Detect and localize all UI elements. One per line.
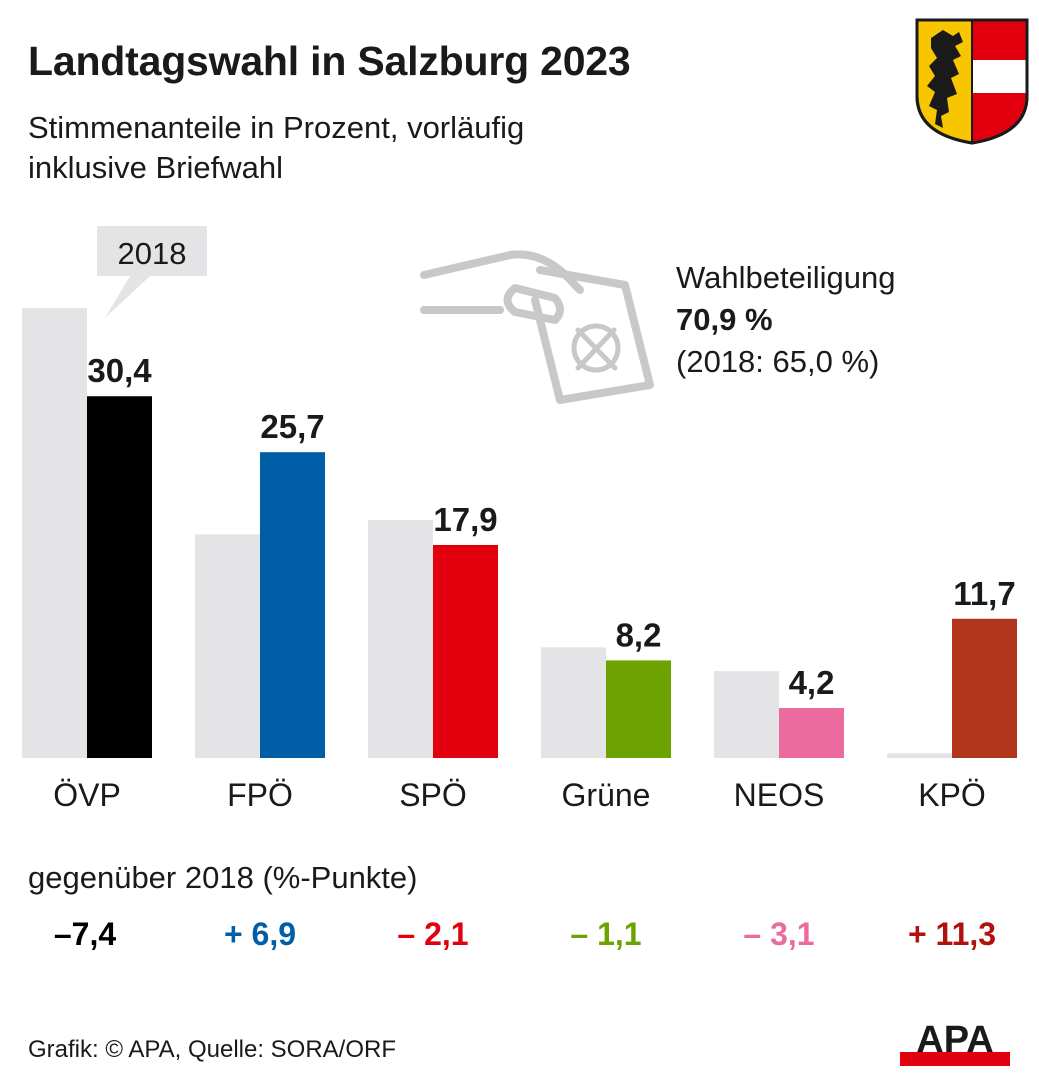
- value-label-3: 8,2: [616, 616, 662, 653]
- subtitle-line-1: Stimmenanteile in Prozent, vorläufig: [28, 110, 525, 145]
- change-value-5: + 11,3: [907, 916, 997, 952]
- change-value-2: – 2,1: [397, 916, 469, 952]
- bar-2018-5: [887, 753, 952, 758]
- change-value-1: + 6,9: [223, 916, 297, 952]
- value-label-2: 17,9: [433, 501, 497, 538]
- salzburg-coat-of-arms-logo: [915, 18, 1029, 145]
- legend-2018-callout: [97, 226, 207, 276]
- bar-2018-3: [541, 647, 606, 758]
- bar-2023-2: [433, 544, 498, 758]
- changes-title: gegenüber 2018 (%-Punkte): [28, 860, 418, 895]
- chart-subtitle: Stimmenanteile in Prozent, vorläufig ink…: [28, 108, 728, 188]
- change-value-4: – 3,1: [743, 916, 815, 952]
- category-label-3: Grüne: [562, 777, 651, 813]
- category-label-1: FPÖ: [227, 777, 293, 813]
- chart-title: Landtagswahl in Salzburg 2023: [28, 38, 631, 84]
- bar-2018-4: [714, 671, 779, 758]
- bar-2023-5: [952, 618, 1017, 758]
- bar-2023-3: [606, 660, 671, 758]
- change-value-0: –7,4: [53, 916, 117, 952]
- legend-2018-label: 2018: [118, 236, 187, 271]
- bar-2018-2: [368, 520, 433, 758]
- value-label-4: 4,2: [789, 664, 835, 701]
- legend-2018-pointer: [105, 276, 150, 318]
- value-label-0: 30,4: [87, 352, 152, 389]
- value-label-1: 25,7: [260, 408, 324, 445]
- category-label-2: SPÖ: [399, 777, 467, 813]
- apa-logo: APA: [900, 1019, 1010, 1066]
- turnout-value: 70,9 %: [676, 302, 773, 337]
- category-label-4: NEOS: [734, 777, 825, 813]
- bar-2023-4: [779, 708, 844, 758]
- subtitle-line-2: inklusive Briefwahl: [28, 150, 283, 185]
- category-label-0: ÖVP: [53, 777, 121, 813]
- category-label-5: KPÖ: [918, 777, 986, 813]
- value-label-5: 11,7: [953, 575, 1015, 612]
- turnout-label: Wahlbeteiligung: [676, 260, 896, 295]
- source-footer: Grafik: © APA, Quelle: SORA/ORF: [28, 1036, 397, 1063]
- ballot-hand-icon: [420, 250, 654, 404]
- bar-2023-1: [260, 452, 325, 758]
- apa-logo-text: APA: [916, 1019, 993, 1061]
- change-value-3: – 1,1: [570, 916, 642, 952]
- turnout-box: Wahlbeteiligung 70,9 % (2018: 65,0 %): [676, 257, 895, 383]
- bar-2018-1: [195, 534, 260, 758]
- bar-2023-0: [87, 396, 152, 758]
- bar-2018-0: [22, 308, 87, 758]
- turnout-previous: (2018: 65,0 %): [676, 344, 880, 379]
